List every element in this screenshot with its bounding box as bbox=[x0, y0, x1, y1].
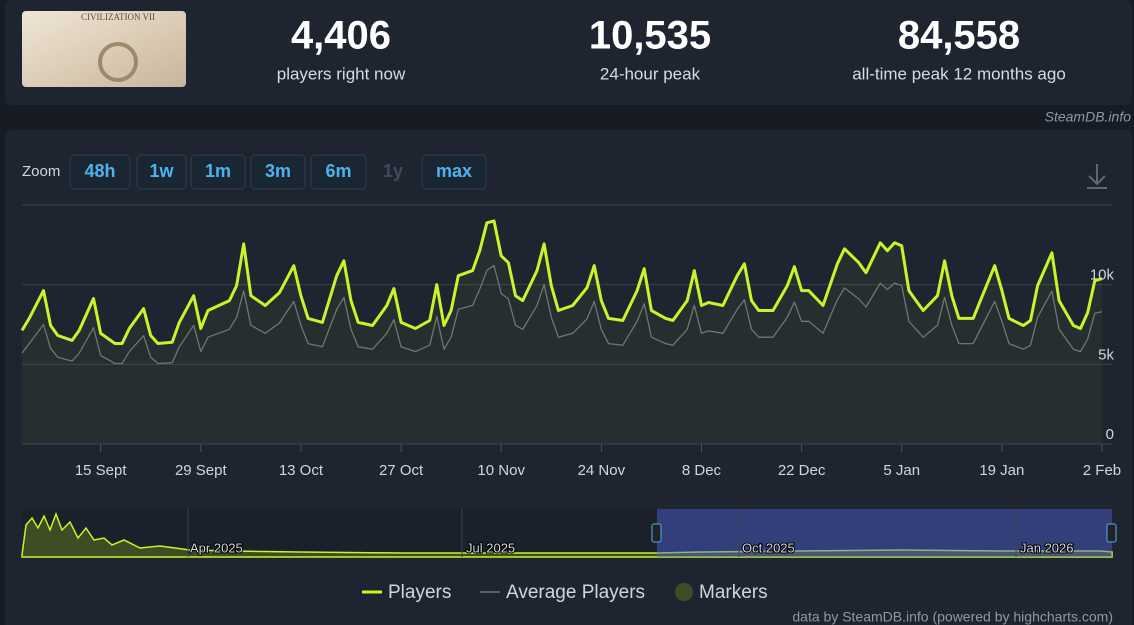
x-tick-label: 13 Oct bbox=[279, 462, 324, 479]
x-tick-label: 2 Feb bbox=[1083, 462, 1121, 479]
x-tick-label: 5 Jan bbox=[883, 462, 920, 479]
legend-label[interactable]: Average Players bbox=[506, 582, 645, 603]
x-tick-label: 8 Dec bbox=[682, 462, 722, 479]
zoom-button[interactable]: 3m bbox=[250, 154, 306, 190]
zoom-button-label[interactable]: max bbox=[436, 161, 472, 181]
stat-value: 10,535 bbox=[589, 14, 711, 58]
legend: Players Average Players Markers bbox=[362, 582, 768, 603]
source-link[interactable]: SteamDB.info bbox=[1045, 109, 1132, 125]
navigator-label: Jan 2026 bbox=[1020, 540, 1074, 555]
navigator-selection[interactable] bbox=[657, 509, 1112, 557]
game-image-text: CIVILIZATION VII bbox=[81, 12, 155, 22]
navigator-label: Jul 2025 bbox=[466, 540, 515, 555]
navigator-label: Apr 2025 bbox=[190, 540, 243, 555]
zoom-button-label[interactable]: 48h bbox=[84, 161, 115, 181]
zoom-button-label[interactable]: 6m bbox=[325, 161, 351, 181]
series-line bbox=[21, 264, 1103, 365]
zoom-button-box[interactable] bbox=[136, 154, 187, 190]
zoom-button-box[interactable] bbox=[310, 154, 367, 190]
stat-label: players right now bbox=[277, 64, 406, 83]
stat-label: 24-hour peak bbox=[600, 64, 701, 83]
stat-value: 4,406 bbox=[291, 14, 391, 58]
zoom-button-box[interactable] bbox=[250, 154, 306, 190]
x-tick-label: 10 Nov bbox=[477, 462, 525, 479]
zoom-button[interactable]: 48h bbox=[69, 154, 131, 190]
game-emblem bbox=[98, 42, 138, 82]
zoom-label: Zoom bbox=[22, 163, 60, 180]
stat-label: all-time peak 12 months ago bbox=[852, 64, 1066, 83]
zoom-button-label: 1y bbox=[383, 161, 403, 181]
x-tick-label: 19 Jan bbox=[979, 462, 1024, 479]
zoom-button[interactable]: max bbox=[421, 154, 487, 190]
y-tick-label: 5k bbox=[1098, 346, 1114, 363]
x-tick-label: 15 Sept bbox=[75, 462, 128, 479]
zoom-button[interactable]: 1m bbox=[190, 154, 246, 190]
zoom-button-label[interactable]: 1m bbox=[205, 161, 231, 181]
series-line bbox=[20, 219, 1103, 345]
zoom-button-box[interactable] bbox=[69, 154, 131, 190]
zoom-button-label[interactable]: 1w bbox=[149, 161, 174, 181]
legend-swatch[interactable] bbox=[675, 583, 693, 601]
download-icon[interactable] bbox=[1087, 164, 1107, 189]
navigator-handle[interactable] bbox=[1106, 523, 1117, 543]
navigator-series bbox=[21, 511, 1113, 558]
zoom-button-box[interactable] bbox=[421, 154, 487, 190]
x-tick-label: 22 Dec bbox=[778, 462, 826, 479]
x-tick-label: 29 Sept bbox=[175, 462, 228, 479]
navigator-grid bbox=[187, 509, 1017, 557]
navigator-label: Oct 2025 bbox=[742, 540, 795, 555]
zoom-button: 1y bbox=[383, 161, 403, 181]
x-tick-label: 24 Nov bbox=[578, 462, 626, 479]
series-area bbox=[22, 220, 1102, 444]
legend-label[interactable]: Players bbox=[388, 582, 451, 603]
legend-label[interactable]: Markers bbox=[699, 582, 768, 603]
stats-panel bbox=[5, 0, 1132, 105]
zoom-buttons: 48h 1w 1m 3m 6m 1y max bbox=[69, 154, 487, 190]
zoom-button-label[interactable]: 3m bbox=[265, 161, 291, 181]
zoom-button[interactable]: 6m bbox=[310, 154, 367, 190]
navigator bbox=[22, 509, 1112, 557]
navigator-handle[interactable] bbox=[651, 523, 662, 543]
y-tick-label: 0 bbox=[1106, 426, 1114, 443]
zoom-button-box[interactable] bbox=[190, 154, 246, 190]
stat-value: 84,558 bbox=[898, 14, 1020, 58]
zoom-button[interactable]: 1w bbox=[136, 154, 187, 190]
credit: data by SteamDB.info (powered by highcha… bbox=[792, 609, 1113, 625]
x-tick-label: 27 Oct bbox=[379, 462, 424, 479]
